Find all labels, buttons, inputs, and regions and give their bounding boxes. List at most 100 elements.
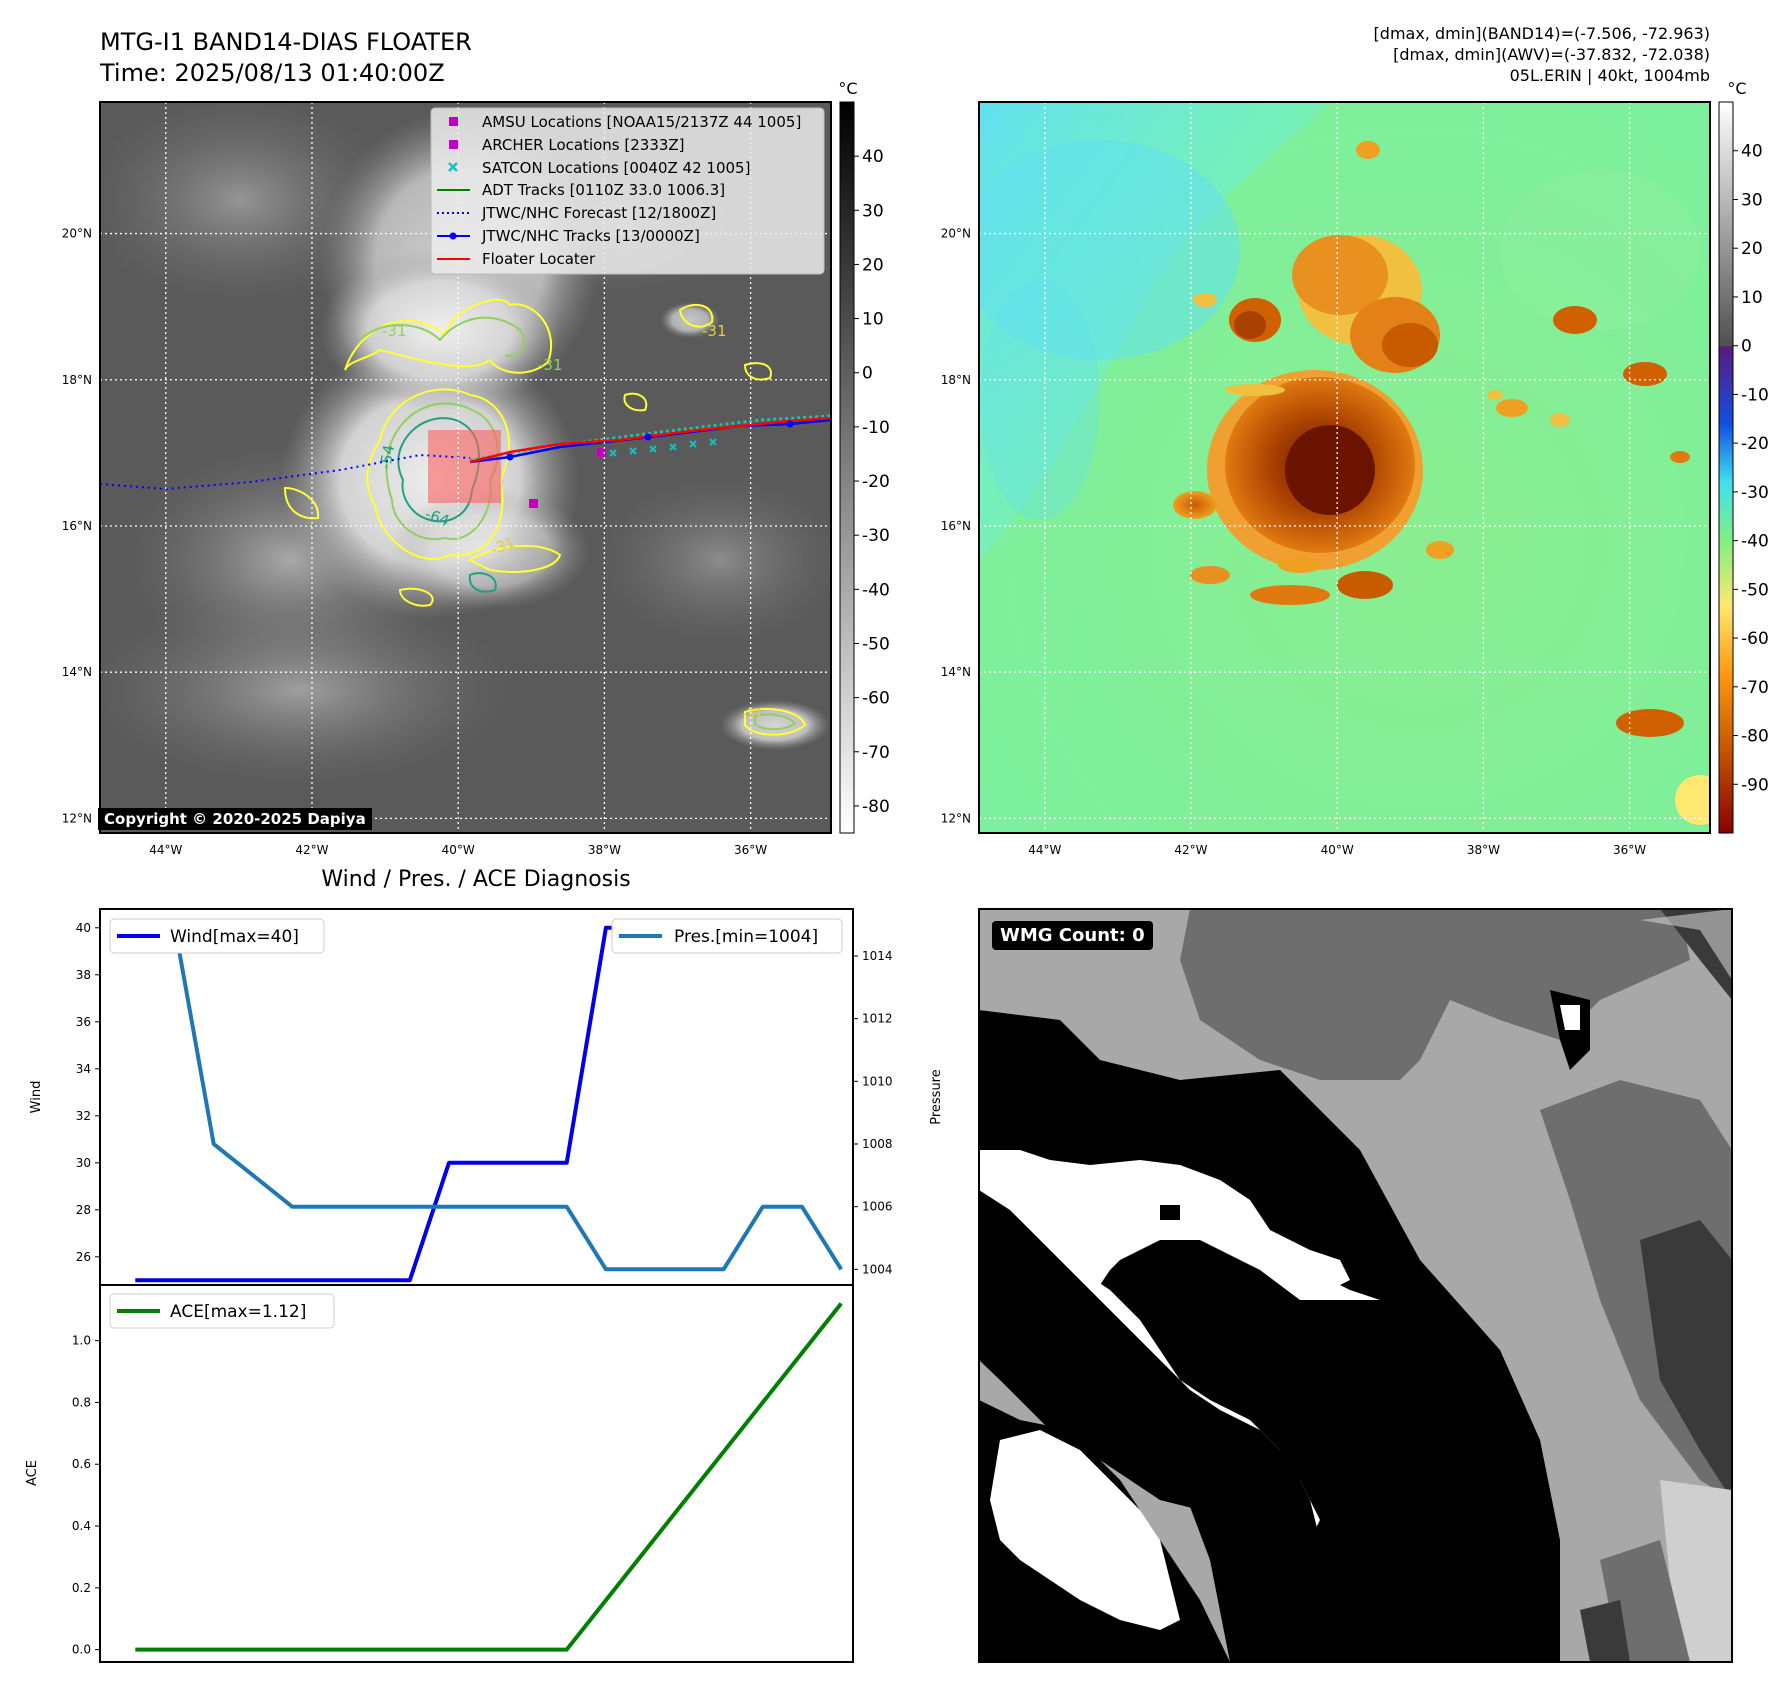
ace-legend-label: ACE[max=1.12] <box>170 1302 306 1322</box>
contour-label: -31 <box>382 322 407 340</box>
ir-map: -31 -31 -31 -31 -54 -64 -31 -31 <box>62 79 890 857</box>
colorbar-tick-label: 0 <box>862 364 873 384</box>
ir-colorbar-unit: °C <box>838 79 857 98</box>
track-point <box>506 453 514 461</box>
colorbar-tick-label: 20 <box>862 255 884 275</box>
awv-gridlines <box>979 102 1710 833</box>
wind-tick-label: 28 <box>76 1203 91 1217</box>
legend-label: JTWC/NHC Forecast [12/1800Z] <box>481 204 716 222</box>
pressure-axis-label: Pressure <box>929 1069 944 1125</box>
colorbar-tick-label: -70 <box>862 743 890 763</box>
pressure-legend-label: Pres.[min=1004] <box>674 927 818 947</box>
colorbar-tick-label: -40 <box>1741 532 1769 552</box>
lon-tick-label: 42°W <box>295 843 328 857</box>
wind-legend: Wind[max=40] <box>109 918 325 954</box>
colorbar-tick-label: 30 <box>862 201 884 221</box>
ace-axis-label: ACE <box>25 1460 40 1486</box>
wind-legend-label: Wind[max=40] <box>170 927 299 947</box>
legend-label: Floater Locater <box>482 250 596 268</box>
colorbar-tick-label: -40 <box>862 580 890 600</box>
lon-tick-label: 44°W <box>1028 843 1061 857</box>
awv-map: 44°W 42°W 40°W 38°W 36°W 12°N 14°N 16°N 18°N 20°N… <box>941 79 1769 857</box>
wind-tick-label: 36 <box>76 1015 91 1029</box>
colorbar-tick-label: -80 <box>1741 727 1769 747</box>
ace-tick-label: 0.8 <box>72 1395 91 1409</box>
lon-tick-label: 38°W <box>1467 843 1500 857</box>
contour-label: -31 <box>742 707 763 722</box>
legend-marker-archer <box>449 140 458 149</box>
wind-tick-label: 40 <box>76 921 91 935</box>
pressure-tick-label: 1006 <box>862 1200 893 1214</box>
ir-legend: AMSU Locations [NOAA15/2137Z 44 1005] AR… <box>430 107 825 275</box>
colorbar-tick-label: -10 <box>862 418 890 438</box>
copyright-label: Copyright © 2020-2025 Dapiya <box>98 808 372 830</box>
wind-tick-label: 30 <box>76 1156 91 1170</box>
wind-axis-label: Wind <box>29 1081 44 1114</box>
contour-label: -31 <box>700 335 702 337</box>
ace-tick-label: 0.0 <box>72 1643 91 1657</box>
legend-label: ARCHER Locations [2333Z] <box>482 136 685 154</box>
figure-title-line1: MTG-I1 BAND14-DIAS FLOATER <box>100 28 472 56</box>
colorbar-tick-label: -60 <box>1741 629 1769 649</box>
lat-tick-label: 12°N <box>941 811 971 825</box>
wind-axes: 26 28 30 32 34 36 38 40 1004 1006 1008 1010 1012 1014 <box>76 921 893 1277</box>
colorbar-tick-label: 20 <box>1741 239 1763 259</box>
info-line1: [dmax, dmin](BAND14)=(-7.506, -72.963) <box>1374 24 1710 43</box>
ace-tick-label: 1.0 <box>72 1334 91 1348</box>
pressure-tick-label: 1014 <box>862 949 893 963</box>
lon-tick-label: 40°W <box>1321 843 1354 857</box>
lat-tick-label: 20°N <box>941 227 971 241</box>
awv-colorbar-unit: °C <box>1727 79 1746 98</box>
legend-dot-jtwc <box>449 232 457 240</box>
ace-tick-label: 0.2 <box>72 1581 91 1595</box>
ace-axes: 0.0 0.2 0.4 0.6 0.8 1.0 <box>72 1334 100 1657</box>
pressure-tick-label: 1010 <box>862 1074 893 1088</box>
colorbar-tick-label: -50 <box>862 634 890 654</box>
figure-title-line2: Time: 2025/08/13 01:40:00Z <box>99 59 445 87</box>
info-line3: 05L.ERIN | 40kt, 1004mb <box>1510 66 1710 85</box>
colorbar-tick-label: -20 <box>862 472 890 492</box>
lat-tick-label: 14°N <box>62 665 92 679</box>
floater-box <box>428 430 501 503</box>
colorbar-tick-label: 30 <box>1741 190 1763 210</box>
info-line2: [dmax, dmin](AWV)=(-37.832, -72.038) <box>1393 45 1710 64</box>
legend-label: SATCON Locations [0040Z 42 1005] <box>482 159 750 177</box>
colorbar-tick-label: 10 <box>862 310 884 330</box>
pressure-legend: Pres.[min=1004] <box>611 918 843 954</box>
contour-label: -31 <box>538 356 563 374</box>
archer-marker <box>597 448 606 457</box>
colorbar-tick-label: 40 <box>1741 142 1763 162</box>
lat-tick-label: 12°N <box>62 811 92 825</box>
lon-tick-label: 38°W <box>588 843 621 857</box>
diagnosis-title: Wind / Pres. / ACE Diagnosis <box>321 867 630 892</box>
wind-tick-label: 32 <box>76 1109 91 1123</box>
wind-tick-label: 34 <box>76 1062 91 1076</box>
track-point <box>786 420 794 428</box>
colorbar-tick-label: 10 <box>1741 288 1763 308</box>
colorbar-tick-label: -20 <box>1741 434 1769 454</box>
colorbar-tick-label: 0 <box>1741 337 1752 357</box>
lat-tick-label: 18°N <box>941 373 971 387</box>
legend-marker-satcon <box>448 162 458 172</box>
ir-colorbar-ticks: 40 30 20 10 0 -10 -20 -30 -40 -50 -60 -70 -80 <box>854 147 890 817</box>
awv-colorbar <box>1718 101 1734 834</box>
track-point <box>644 433 652 441</box>
legend-label: AMSU Locations [NOAA15/2137Z 44 1005] <box>482 113 801 131</box>
lon-tick-label: 42°W <box>1174 843 1207 857</box>
lat-tick-label: 14°N <box>941 665 971 679</box>
pressure-tick-label: 1008 <box>862 1137 893 1151</box>
awv-imagery <box>979 102 1710 833</box>
ir-axes: 44°W 42°W 40°W 38°W 36°W 12°N 14°N 16°N 18°N 20°N <box>62 227 768 857</box>
pressure-tick-label: 1004 <box>862 1262 893 1276</box>
colorbar-tick-label: -80 <box>862 797 890 817</box>
ir-colorbar <box>839 101 855 834</box>
wmg-panel <box>978 908 1733 1663</box>
ace-tick-label: 0.6 <box>72 1457 91 1471</box>
colorbar-tick-label: -30 <box>862 526 890 546</box>
colorbar-tick-label: -30 <box>1741 483 1769 503</box>
amsu-marker <box>529 499 538 508</box>
lat-tick-label: 16°N <box>941 519 971 533</box>
lat-tick-label: 18°N <box>62 373 92 387</box>
contour-label: -54 <box>376 443 398 470</box>
